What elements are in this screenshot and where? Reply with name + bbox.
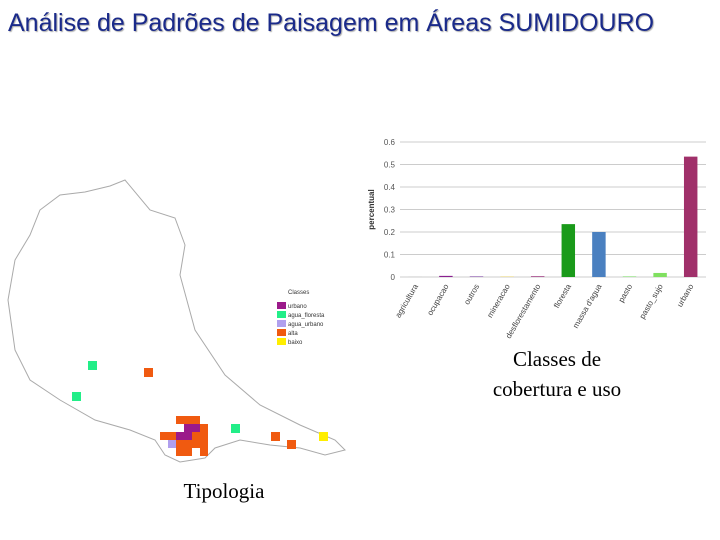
- bar: [592, 232, 606, 277]
- map-cell: [176, 416, 200, 424]
- y-tick-label: 0.1: [384, 251, 396, 260]
- y-tick-label: 0.3: [384, 206, 396, 215]
- bar: [561, 224, 576, 277]
- y-tick-label: 0.2: [384, 228, 396, 237]
- bar: [683, 156, 698, 277]
- map-cell: [176, 440, 208, 448]
- x-tick-label: agricultura: [394, 282, 421, 319]
- legend-swatch: [277, 311, 286, 318]
- x-tick-label: outros: [462, 283, 481, 307]
- bar: [653, 272, 667, 277]
- legend-label: alta: [288, 331, 298, 337]
- map-cell: [176, 432, 192, 440]
- chart-caption: Classes de cobertura e uso: [493, 347, 621, 401]
- map-cell: [184, 424, 200, 432]
- x-tick-label: urbano: [675, 282, 696, 309]
- x-tick-label: massa d'agua: [571, 282, 604, 330]
- map-outline: [7, 179, 346, 463]
- x-tick-label: pasto: [617, 282, 635, 304]
- x-tick-label: ocupacao: [425, 282, 450, 317]
- bar: [622, 276, 637, 277]
- bar: [439, 275, 453, 277]
- map-cell: [176, 448, 192, 456]
- legend-swatch: [277, 338, 286, 345]
- map-cell: [88, 361, 97, 370]
- slide-title: Análise de Padrões de Paisagem em Áreas …: [8, 9, 655, 37]
- map-cell: [144, 368, 153, 377]
- x-tick-label: mineracao: [485, 282, 512, 319]
- map-cell: [319, 432, 328, 441]
- map-cell: [200, 448, 208, 456]
- bar: [469, 276, 484, 277]
- legend-swatch: [277, 302, 286, 309]
- map-cell: [231, 424, 240, 433]
- y-tick-label: 0.6: [384, 138, 396, 147]
- map-cell: [287, 440, 296, 449]
- map-caption: Tipologia: [184, 479, 266, 503]
- legend-label: urbano: [288, 304, 307, 310]
- bar: [530, 276, 545, 277]
- y-tick-label: 0.5: [384, 161, 396, 170]
- legend-swatch: [277, 320, 286, 327]
- map-cells: [72, 361, 328, 456]
- legend-label: agua_floresta: [288, 313, 325, 319]
- legend-label: baixo: [288, 340, 303, 346]
- legend-label: agua_urbano: [288, 322, 324, 328]
- x-tick-label: pasto_sujo: [638, 282, 665, 320]
- map-cell: [200, 424, 208, 432]
- y-tick-label: 0.4: [384, 183, 396, 192]
- x-tick-label: desflorestamento: [504, 282, 543, 340]
- map-cell: [72, 392, 81, 401]
- y-axis-label: percentual: [367, 189, 376, 229]
- map-legend-title: Classes: [288, 290, 309, 296]
- map-cell: [168, 440, 176, 448]
- legend-swatch: [277, 329, 286, 336]
- y-tick-label: 0: [391, 273, 396, 282]
- x-tick-label: floresta: [552, 282, 573, 310]
- map-cell: [271, 432, 280, 441]
